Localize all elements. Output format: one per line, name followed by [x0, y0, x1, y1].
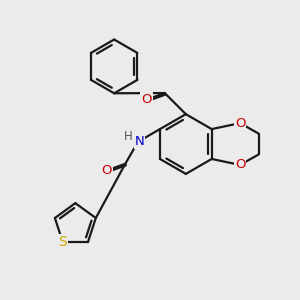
Text: O: O: [235, 117, 245, 130]
Text: S: S: [58, 235, 67, 249]
Text: N: N: [135, 135, 144, 148]
Text: O: O: [101, 164, 112, 177]
Text: O: O: [235, 158, 245, 171]
Text: H: H: [124, 130, 133, 143]
Text: O: O: [141, 93, 152, 106]
